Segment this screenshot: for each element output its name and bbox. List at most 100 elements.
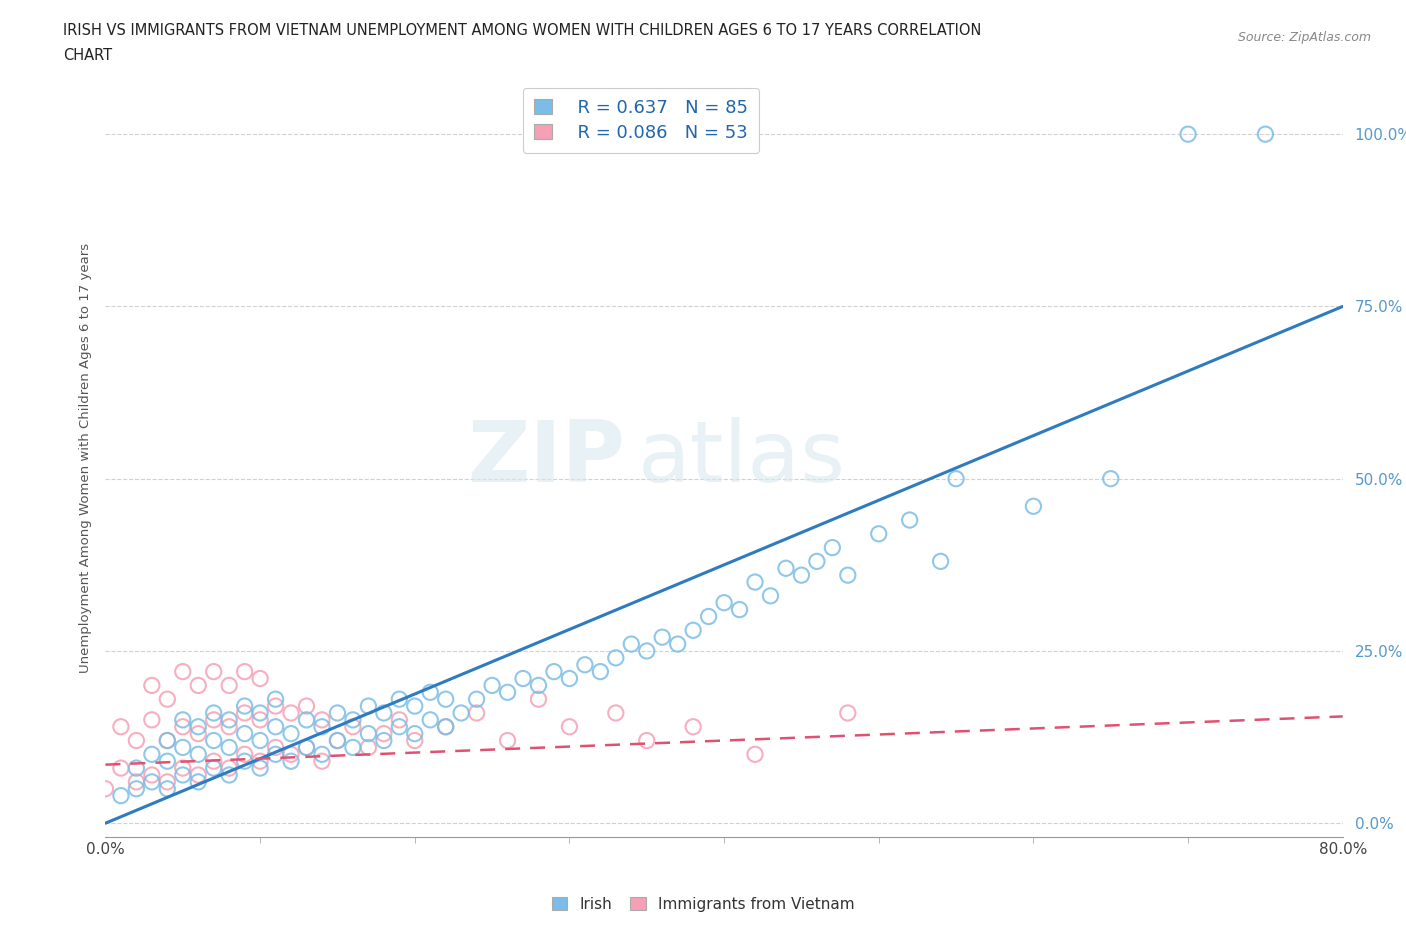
Point	[373, 726, 395, 741]
Point	[202, 712, 225, 727]
Point	[605, 650, 627, 665]
Point	[264, 719, 287, 734]
Point	[744, 575, 766, 590]
Text: atlas: atlas	[637, 417, 845, 499]
Point	[512, 671, 534, 686]
Point	[496, 684, 519, 699]
Point	[156, 733, 179, 748]
Point	[496, 733, 519, 748]
Point	[682, 719, 704, 734]
Point	[1254, 126, 1277, 141]
Point	[249, 671, 271, 686]
Point	[404, 698, 426, 713]
Point	[868, 526, 890, 541]
Point	[125, 733, 148, 748]
Point	[728, 603, 751, 618]
Point	[434, 719, 457, 734]
Point	[404, 733, 426, 748]
Point	[620, 637, 643, 652]
Point	[373, 706, 395, 721]
Point	[233, 753, 256, 768]
Point	[558, 671, 581, 686]
Point	[110, 789, 132, 804]
Point	[264, 740, 287, 755]
Point	[187, 747, 209, 762]
Point	[357, 698, 380, 713]
Point	[713, 595, 735, 610]
Point	[527, 678, 550, 693]
Point	[249, 761, 271, 776]
Point	[264, 747, 287, 762]
Point	[388, 712, 411, 727]
Point	[1022, 498, 1045, 513]
Point	[636, 644, 658, 658]
Point	[110, 761, 132, 776]
Text: IRISH VS IMMIGRANTS FROM VIETNAM UNEMPLOYMENT AMONG WOMEN WITH CHILDREN AGES 6 T: IRISH VS IMMIGRANTS FROM VIETNAM UNEMPLO…	[63, 23, 981, 38]
Point	[156, 753, 179, 768]
Point	[125, 761, 148, 776]
Legend: Irish, Immigrants from Vietnam: Irish, Immigrants from Vietnam	[546, 891, 860, 918]
Point	[1177, 126, 1199, 141]
Point	[419, 684, 441, 699]
Legend:   R = 0.637   N = 85,   R = 0.086   N = 53: R = 0.637 N = 85, R = 0.086 N = 53	[523, 88, 759, 153]
Point	[141, 678, 163, 693]
Point	[295, 740, 318, 755]
Point	[202, 706, 225, 721]
Point	[249, 706, 271, 721]
Point	[172, 761, 194, 776]
Text: Source: ZipAtlas.com: Source: ZipAtlas.com	[1237, 31, 1371, 44]
Point	[434, 692, 457, 707]
Point	[264, 692, 287, 707]
Point	[233, 747, 256, 762]
Point	[311, 753, 333, 768]
Point	[388, 719, 411, 734]
Point	[141, 747, 163, 762]
Point	[558, 719, 581, 734]
Point	[156, 781, 179, 796]
Point	[326, 706, 349, 721]
Point	[156, 775, 179, 790]
Point	[481, 678, 503, 693]
Point	[202, 733, 225, 748]
Text: CHART: CHART	[63, 48, 112, 63]
Point	[419, 712, 441, 727]
Point	[218, 767, 240, 782]
Point	[218, 678, 240, 693]
Point	[605, 706, 627, 721]
Point	[574, 658, 596, 672]
Point	[759, 589, 782, 604]
Point	[156, 733, 179, 748]
Point	[172, 719, 194, 734]
Point	[295, 698, 318, 713]
Point	[187, 775, 209, 790]
Point	[202, 664, 225, 679]
Point	[233, 726, 256, 741]
Point	[141, 767, 163, 782]
Point	[249, 712, 271, 727]
Point	[233, 664, 256, 679]
Point	[218, 719, 240, 734]
Point	[682, 623, 704, 638]
Point	[636, 733, 658, 748]
Point	[945, 472, 967, 486]
Point	[172, 767, 194, 782]
Point	[898, 512, 921, 527]
Point	[342, 719, 364, 734]
Point	[311, 719, 333, 734]
Point	[404, 726, 426, 741]
Point	[94, 781, 117, 796]
Point	[357, 740, 380, 755]
Point	[326, 733, 349, 748]
Point	[295, 712, 318, 727]
Y-axis label: Unemployment Among Women with Children Ages 6 to 17 years: Unemployment Among Women with Children A…	[79, 243, 91, 673]
Point	[465, 706, 488, 721]
Point	[125, 775, 148, 790]
Point	[837, 567, 859, 582]
Point	[527, 692, 550, 707]
Point	[326, 733, 349, 748]
Point	[311, 747, 333, 762]
Point	[202, 761, 225, 776]
Point	[233, 706, 256, 721]
Text: ZIP: ZIP	[467, 417, 626, 499]
Point	[434, 719, 457, 734]
